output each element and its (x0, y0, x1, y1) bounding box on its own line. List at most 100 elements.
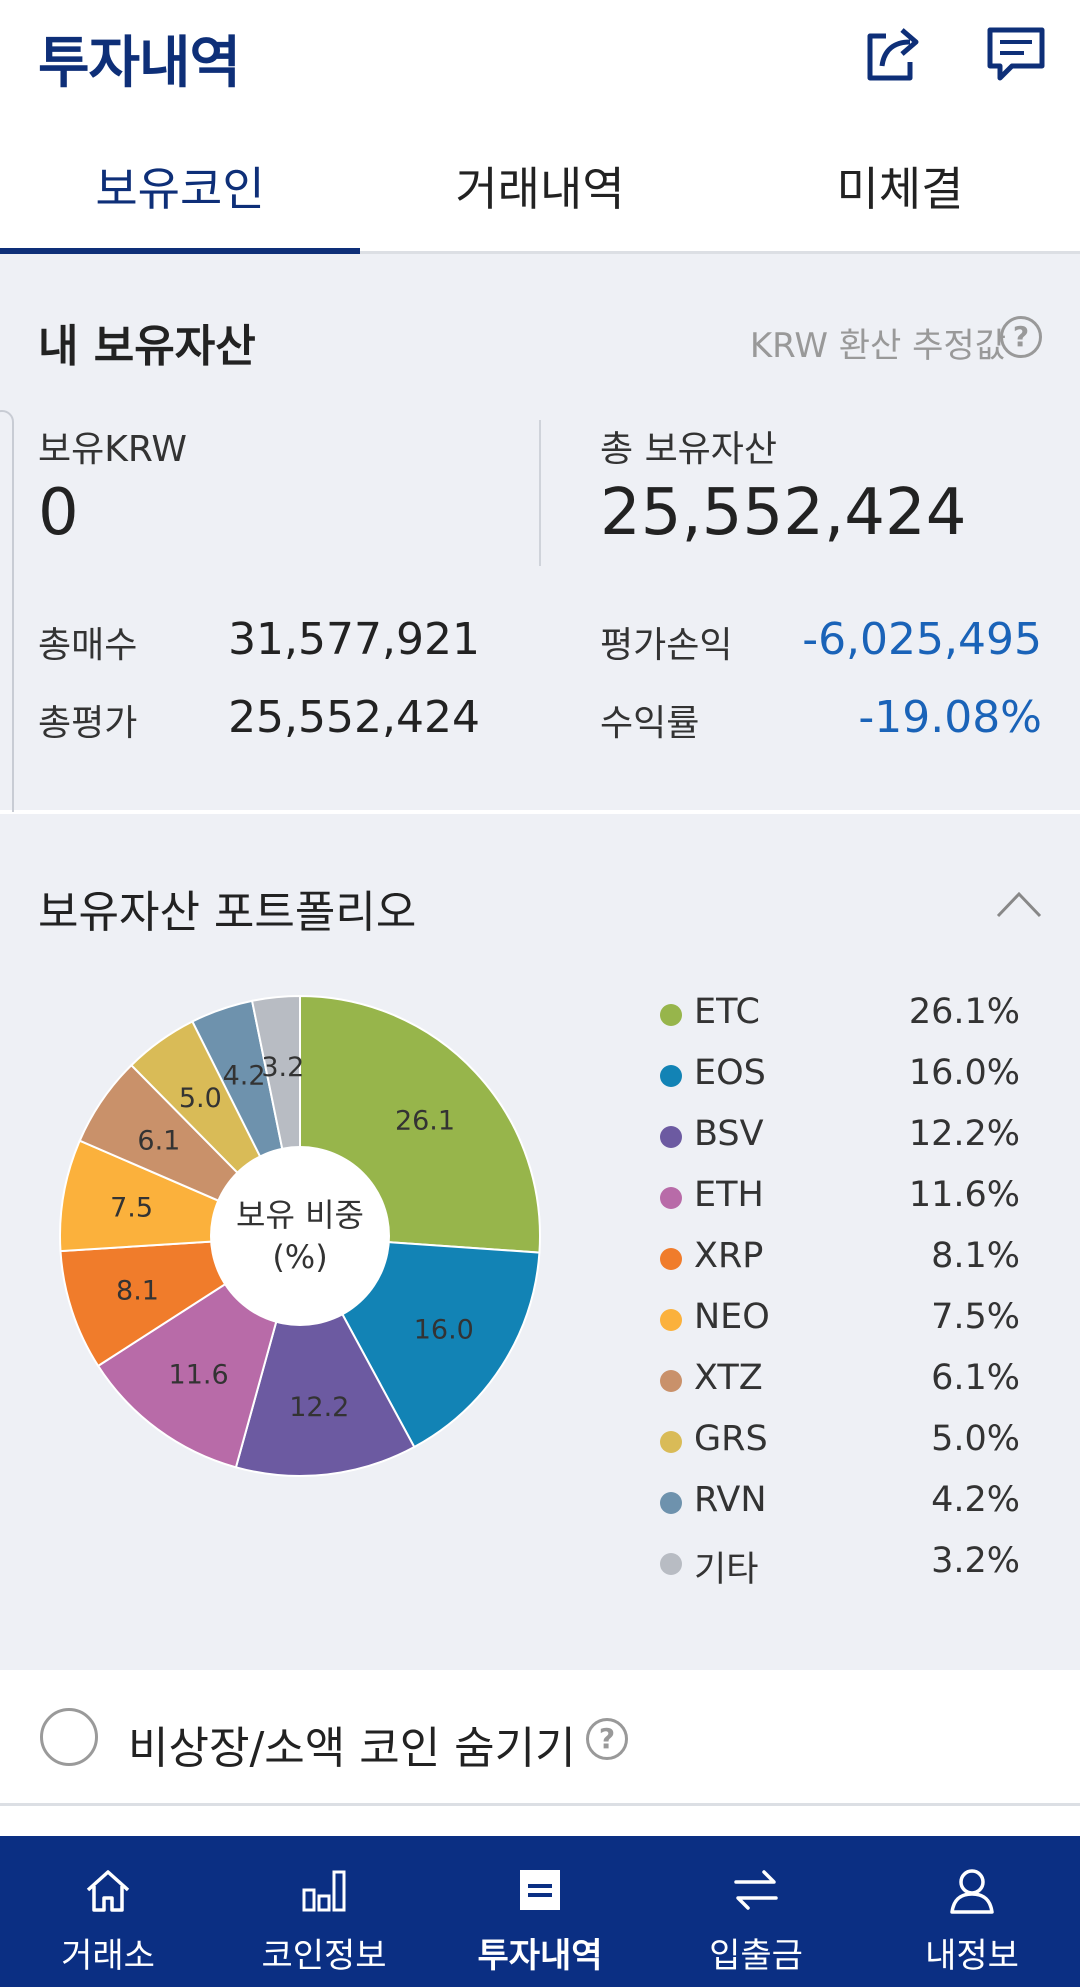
nav-coin-info[interactable]: 코인정보 (216, 1836, 432, 1987)
portfolio-donut-chart: 26.1 16.0 12.2 11.6 8.1 7.5 6.1 5.04.23.2 보유 비중… (59, 994, 541, 1477)
tab-holdings[interactable]: 보유코인 (95, 162, 265, 216)
help-icon[interactable]: ? (586, 1718, 628, 1760)
tab-transactions[interactable]: 거래내역 (455, 162, 625, 216)
krw-note: KRW 환산 추정값 (749, 326, 1006, 366)
app-header: 투자내역 (0, 0, 1080, 118)
legend-percentage: 26.1% (908, 992, 1020, 1032)
legend-item: 기타 3.2% (650, 1535, 1030, 1596)
legend-color-dot (660, 1431, 682, 1453)
donut-center-unit: (%) (272, 1238, 327, 1276)
holding-krw-value: 0 (38, 476, 79, 550)
chevron-up-icon[interactable] (996, 890, 1042, 918)
nav-deposit-withdraw[interactable]: 입출금 (648, 1836, 864, 1987)
nav-label: 입출금 (709, 1936, 803, 1976)
help-icon[interactable]: ? (1000, 316, 1042, 358)
portfolio-legend: ETC 26.1% EOS 16.0% BSV 12.2% ETH 11.6% XRP 8.1% N… (650, 986, 1030, 1596)
legend-percentage: 4.2% (931, 1480, 1020, 1520)
legend-item: GRS 5.0% (650, 1413, 1030, 1474)
total-buy-value: 31,577,921 (228, 614, 480, 665)
holding-krw-label: 보유KRW (38, 429, 187, 470)
portfolio-section: 보유자산 포트폴리오 26.1 16.0 12.2 11.6 8.1 7.5 6.1 5.0 4… (0, 812, 1080, 1670)
hide-small-coins-row[interactable]: 비상장/소액 코인 숨기기 ? (0, 1670, 1080, 1806)
legend-percentage: 11.6% (908, 1175, 1020, 1215)
legend-item: BSV 12.2% (650, 1108, 1030, 1169)
divider (539, 420, 541, 566)
legend-coin-name: 기타 (694, 1550, 759, 1590)
nav-label: 코인정보 (261, 1936, 387, 1976)
nav-my-info[interactable]: 내정보 (864, 1836, 1080, 1987)
legend-coin-name: ETH (694, 1175, 764, 1215)
home-icon (86, 1870, 130, 1912)
legend-coin-name: XTZ (694, 1358, 763, 1398)
legend-coin-name: BSV (694, 1114, 764, 1154)
legend-color-dot (660, 1187, 682, 1209)
legend-item: XRP 8.1% (650, 1230, 1030, 1291)
nav-label: 거래소 (61, 1936, 155, 1976)
page-title: 투자내역 (38, 31, 241, 96)
nav-label: 내정보 (925, 1936, 1019, 1976)
donut-slice-label: 11.6 (169, 1360, 229, 1391)
bar-chart-icon (302, 1870, 346, 1912)
donut-slice-label: 7.5 (110, 1193, 153, 1224)
donut-slice-label: 6.1 (137, 1125, 180, 1156)
tab-bar: 보유코인 거래내역 미체결 (0, 134, 1080, 254)
portfolio-title: 보유자산 포트폴리오 (38, 887, 417, 938)
chat-icon[interactable] (984, 22, 1048, 86)
nav-investment[interactable]: 투자내역 (432, 1836, 648, 1987)
document-icon (520, 1870, 560, 1910)
return-value: -19.08% (858, 692, 1042, 743)
legend-color-dot (660, 1309, 682, 1331)
total-assets-value: 25,552,424 (600, 476, 967, 550)
legend-coin-name: EOS (694, 1053, 766, 1093)
legend-color-dot (660, 1065, 682, 1087)
bottom-navigation: 거래소 코인정보 투자내역 입출금 (0, 1836, 1080, 1987)
legend-percentage: 16.0% (908, 1053, 1020, 1093)
total-eval-value: 25,552,424 (228, 692, 480, 743)
pnl-label: 평가손익 (600, 625, 733, 666)
legend-coin-name: ETC (694, 992, 760, 1032)
hide-small-coins-label: 비상장/소액 코인 숨기기 (128, 1723, 576, 1774)
user-icon (950, 1869, 994, 1914)
return-label: 수익률 (600, 703, 700, 744)
donut-slice-label: 3.2 (261, 1052, 304, 1083)
legend-percentage: 5.0% (931, 1419, 1020, 1459)
legend-item: XTZ 6.1% (650, 1352, 1030, 1413)
legend-percentage: 6.1% (931, 1358, 1020, 1398)
legend-coin-name: NEO (694, 1297, 770, 1337)
donut-slice-label: 16.0 (414, 1315, 474, 1346)
legend-item: RVN 4.2% (650, 1474, 1030, 1535)
tab-unfilled[interactable]: 미체결 (836, 162, 964, 216)
donut-slice-BSV (234, 1233, 416, 1477)
legend-color-dot (660, 1553, 682, 1575)
legend-color-dot (660, 1370, 682, 1392)
donut-slice-label: 8.1 (116, 1275, 159, 1306)
legend-percentage: 3.2% (931, 1541, 1020, 1581)
legend-item: ETC 26.1% (650, 986, 1030, 1047)
legend-percentage: 12.2% (908, 1114, 1020, 1154)
share-icon[interactable] (860, 22, 924, 86)
donut-center-label: 보유 비중 (236, 1196, 364, 1234)
legend-coin-name: GRS (694, 1419, 768, 1459)
legend-item: EOS 16.0% (650, 1047, 1030, 1108)
pnl-value: -6,025,495 (802, 614, 1042, 665)
total-assets-label: 총 보유자산 (600, 429, 778, 470)
donut-slice-label: 4.2 (223, 1060, 266, 1091)
transfer-icon (734, 1870, 778, 1910)
side-handle (0, 410, 14, 826)
legend-coin-name: RVN (694, 1480, 767, 1520)
legend-color-dot (660, 1492, 682, 1514)
legend-color-dot (660, 1248, 682, 1270)
total-eval-label: 총평가 (38, 703, 138, 744)
assets-title: 내 보유자산 (38, 321, 256, 372)
hide-small-coins-radio[interactable] (40, 1708, 98, 1766)
legend-coin-name: XRP (694, 1236, 764, 1276)
nav-label: 투자내역 (477, 1936, 603, 1976)
donut-slice-label: 5.0 (179, 1083, 222, 1114)
total-buy-label: 총매수 (38, 625, 138, 666)
assets-section: 내 보유자산 KRW 환산 추정값 ? 보유KRW 0 총 보유자산 25,55… (0, 254, 1080, 826)
legend-color-dot (660, 1126, 682, 1148)
legend-percentage: 8.1% (931, 1236, 1020, 1276)
nav-exchange[interactable]: 거래소 (0, 1836, 216, 1987)
donut-slice-label: 26.1 (395, 1105, 455, 1136)
